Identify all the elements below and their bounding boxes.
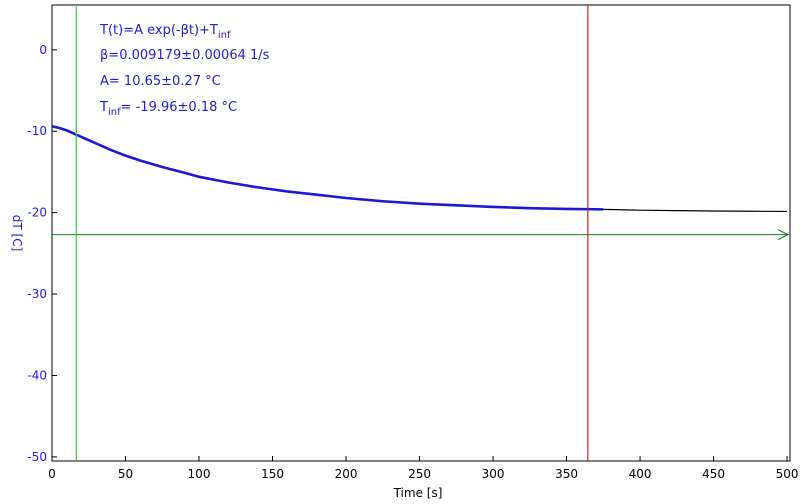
fit-beta: β=0.009179±0.00064 1/s [100,48,270,63]
data-series [51,125,604,211]
fit-annotation: T(t)=A exp(-βt)+Tinf β=0.009179±0.00064 … [99,23,270,118]
y-tick-label: -50 [27,450,47,464]
x-tick-label: 150 [261,467,284,481]
y-axis-label: dT [C] [10,215,24,252]
x-axis-label: Time [s] [393,486,443,500]
y-tick-label: -10 [27,124,47,138]
x-tick-label: 400 [629,467,652,481]
fit-tinf: Tinf= -19.96±0.18 °C [99,100,237,118]
extrapolation-series [603,208,788,213]
x-tick-label: 50 [118,467,133,481]
x-axis: 0 50 100 150 200 250 300 350 400 450 500 [48,456,799,481]
fit-equation: T(t)=A exp(-βt)+Tinf [99,23,231,41]
y-tick-label: 0 [39,43,47,57]
x-tick-label: 350 [555,467,578,481]
y-axis: 0 -10 -20 -30 -40 -50 [27,43,57,464]
y-tick-label: -40 [27,369,47,383]
x-tick-label: 200 [335,467,358,481]
x-tick-label: 500 [776,467,799,481]
x-tick-label: 0 [48,467,56,481]
x-tick-label: 300 [482,467,505,481]
x-tick-label: 100 [188,467,211,481]
plot-frame [51,4,791,462]
fit-amplitude: A= 10.65±0.27 °C [100,74,221,89]
y-tick-label: -20 [27,206,47,220]
baseline-arrow [52,229,790,241]
x-tick-label: 250 [408,467,431,481]
x-tick-label: 450 [702,467,725,481]
y-tick-label: -30 [27,287,47,301]
baseline-arrowhead [777,229,790,241]
